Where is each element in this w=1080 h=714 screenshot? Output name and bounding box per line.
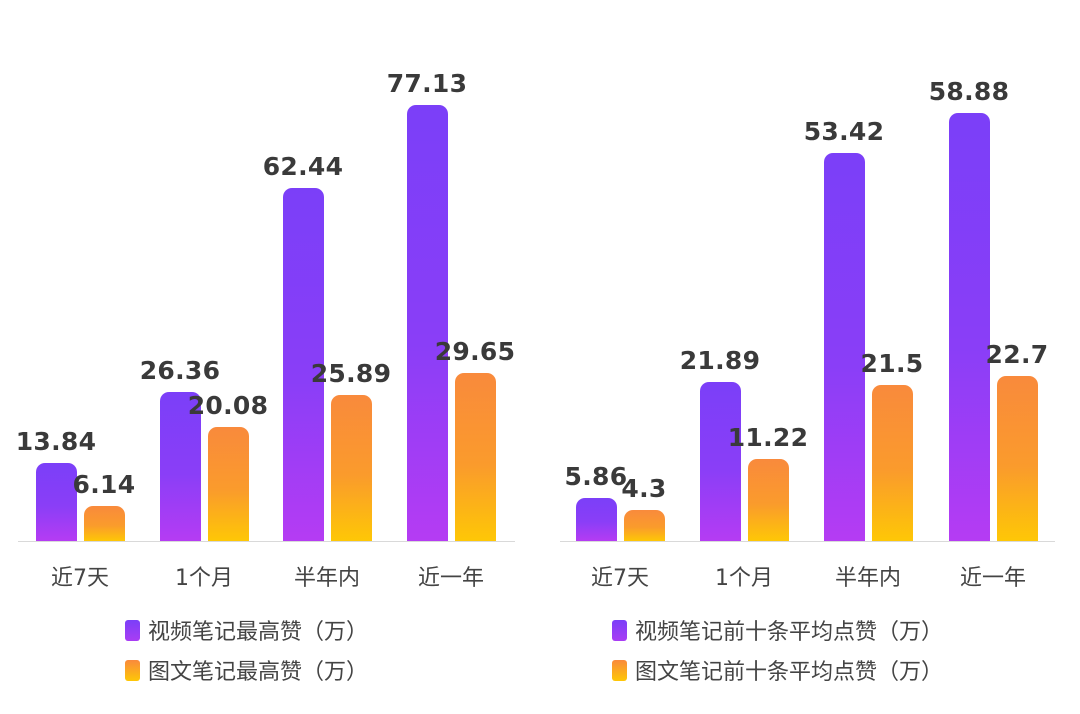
image-text-bar — [871, 384, 913, 541]
value-label: 58.88 — [928, 77, 1010, 106]
video-bar — [575, 498, 617, 541]
category-label: 近7天 — [51, 566, 109, 591]
value-label: 62.44 — [262, 152, 344, 182]
category-label: 近一年 — [417, 566, 485, 591]
value-label: 25.89 — [310, 358, 392, 388]
image-text-bar — [83, 506, 125, 541]
video-bar — [159, 391, 201, 541]
image-text-bar — [623, 509, 665, 541]
legend-item: 视频笔记前十条平均点赞（万） — [612, 614, 943, 646]
category-label: 近7天 — [591, 566, 649, 591]
chart-max-likes: 13.84 6.14 近7天 26.36 20.08 1个月 62.44 25.89 半年内 77… — [15, 69, 516, 686]
value-label: 5.86 — [564, 462, 628, 492]
legend-label: 视频笔记前十条平均点赞（万） — [635, 620, 944, 645]
value-label: 29.65 — [434, 337, 516, 367]
value-label: 26.36 — [139, 355, 221, 385]
value-label: 20.08 — [187, 391, 269, 421]
image-text-bar — [996, 375, 1038, 541]
video-bar — [406, 105, 448, 541]
category-label: 1个月 — [175, 566, 233, 591]
legend-swatch-icon — [125, 659, 140, 681]
legend-item: 视频笔记最高赞（万） — [125, 614, 368, 646]
value-label: 13.84 — [15, 426, 97, 456]
chart-top10-avg-likes: 5.86 4.3 近7天 21.89 11.22 1个月 53.42 21.5 半年内 58.88… — [540, 0, 1080, 714]
video-bar — [282, 188, 324, 541]
legend-item: 图文笔记前十条平均点赞（万） — [612, 654, 943, 686]
value-label: 77.13 — [386, 69, 468, 98]
video-bar — [948, 113, 990, 541]
image-text-bar — [747, 459, 789, 541]
video-bar — [699, 381, 741, 541]
image-text-bar — [207, 427, 249, 541]
category-label: 近一年 — [959, 566, 1027, 591]
value-label: 53.42 — [803, 116, 885, 146]
legend-swatch-icon — [125, 619, 140, 641]
value-label: 11.22 — [727, 423, 809, 453]
category-label: 1个月 — [715, 566, 773, 591]
legend-item: 图文笔记最高赞（万） — [125, 654, 368, 686]
value-label: 6.14 — [72, 470, 136, 500]
category-label: 半年内 — [834, 566, 902, 591]
value-label: 21.5 — [860, 348, 924, 378]
legend-swatch-icon — [612, 619, 627, 641]
legend-label: 图文笔记最高赞（万） — [148, 660, 369, 685]
x-axis-baseline — [18, 541, 515, 542]
legend-label: 图文笔记前十条平均点赞（万） — [635, 660, 944, 685]
legend-label: 视频笔记最高赞（万） — [148, 620, 369, 645]
image-text-bar — [330, 394, 372, 541]
video-bar — [35, 462, 77, 541]
video-bar — [823, 152, 865, 541]
image-text-bar — [454, 373, 496, 541]
category-label: 半年内 — [293, 566, 361, 591]
value-label: 4.3 — [621, 473, 667, 503]
x-axis-baseline — [560, 541, 1055, 542]
legend-swatch-icon — [612, 659, 627, 681]
value-label: 22.7 — [985, 339, 1049, 369]
value-label: 21.89 — [679, 345, 761, 375]
